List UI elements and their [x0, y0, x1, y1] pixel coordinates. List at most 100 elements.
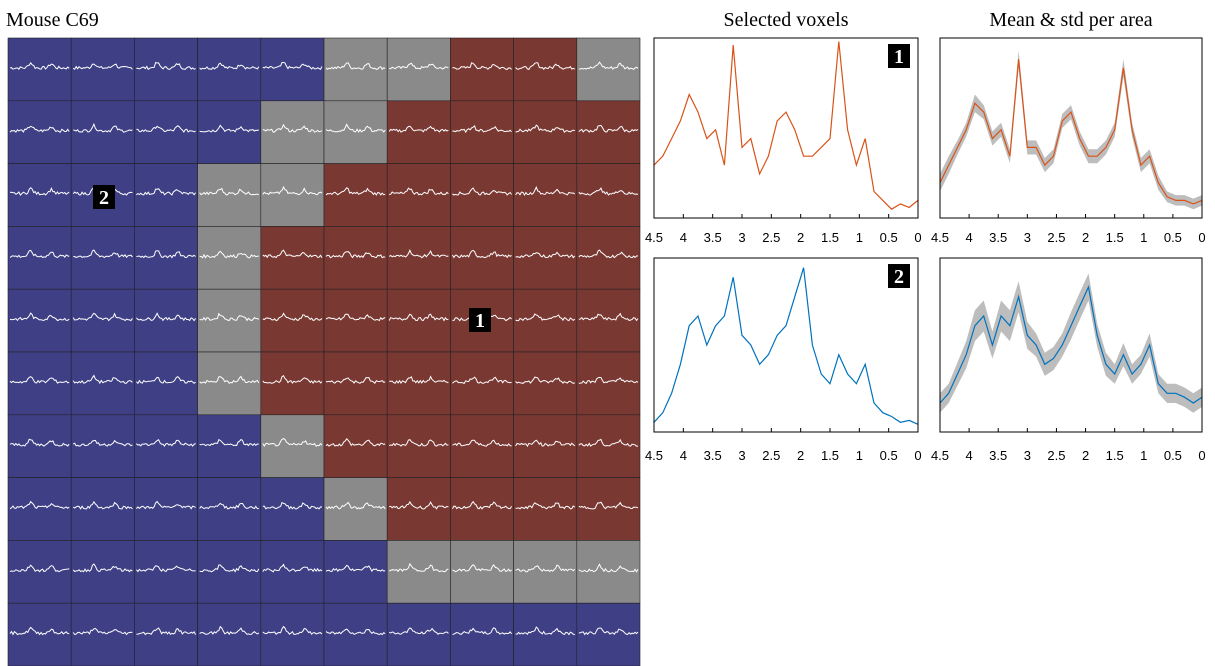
voxel-label-box: [469, 308, 491, 332]
voxel-spectrum: [262, 123, 323, 133]
voxel-spectrum: [452, 62, 512, 70]
x-tick-label: 3.5: [704, 230, 722, 245]
voxel-spectrum: [325, 123, 386, 133]
voxel-spectrum: [9, 376, 70, 384]
voxel: [134, 477, 198, 541]
voxel: [260, 540, 325, 604]
panel-title: Selected voxels: [724, 9, 849, 31]
voxel: [134, 163, 198, 227]
voxel: [134, 602, 198, 666]
voxel-spectrum: [578, 187, 639, 196]
voxel: [260, 163, 325, 227]
voxel-spectrum: [9, 62, 70, 70]
x-tick-label: 0.5: [1164, 230, 1182, 245]
voxel: [513, 37, 578, 102]
voxel: [70, 37, 135, 102]
x-tick-label: 2: [797, 448, 804, 463]
voxel-label: 2: [99, 187, 109, 209]
voxel-spectrum: [9, 186, 70, 196]
voxel-spectrum: [262, 438, 323, 447]
x-tick-label: 4: [965, 448, 972, 463]
voxel-spectrum: [199, 502, 259, 510]
x-tick-label: 1.5: [1106, 230, 1124, 245]
voxel-spectrum: [136, 250, 196, 259]
x-tick-label: 1: [1140, 230, 1147, 245]
voxel-spectrum: [72, 374, 133, 385]
x-tick-label: 3: [738, 230, 745, 245]
voxel-spectrum: [451, 249, 512, 259]
voxel-spectrum: [262, 563, 323, 573]
std-band: [940, 50, 1202, 210]
voxel: [70, 540, 135, 604]
x-tick-label: 1.5: [821, 448, 839, 463]
plot-frame: [653, 37, 919, 219]
plot-frame: [939, 257, 1203, 433]
voxel: [576, 288, 641, 353]
voxel-spectrum: [325, 628, 386, 636]
voxel: [323, 477, 388, 541]
voxel-spectrum: [578, 249, 639, 259]
x-tick-label: 4: [680, 448, 687, 463]
voxel-spectrum: [199, 124, 259, 133]
voxel: [7, 351, 72, 416]
voxel: [386, 100, 451, 164]
voxel: [260, 414, 325, 478]
voxel: [134, 37, 198, 102]
voxel-spectrum: [262, 374, 323, 384]
voxel: [70, 414, 135, 478]
voxel: [513, 602, 578, 666]
voxel: [197, 226, 262, 290]
voxel: [450, 414, 514, 478]
voxel-spectrum: [452, 187, 512, 196]
voxel-spectrum: [136, 61, 196, 71]
voxel-spectrum: [72, 627, 133, 636]
x-tick-label: 3: [738, 448, 745, 463]
panel-title: Mean & std per area: [989, 9, 1152, 31]
voxel: [386, 226, 451, 290]
voxel-spectrum: [451, 500, 513, 510]
panel-badge: 2: [894, 266, 904, 288]
voxel-spectrum: [578, 438, 638, 447]
voxel: [323, 226, 388, 290]
std-band: [940, 273, 1202, 413]
voxel-spectrum: [136, 565, 196, 573]
voxel-spectrum: [73, 122, 133, 133]
x-tick-label: 0.5: [880, 230, 898, 245]
voxel: [513, 414, 578, 478]
voxel: [386, 602, 451, 666]
x-tick-label: 3.5: [989, 230, 1007, 245]
x-tick-label: 4.5: [645, 230, 663, 245]
x-tick-label: 3.5: [989, 448, 1007, 463]
voxel-spectrum: [325, 187, 386, 196]
voxel-spectrum: [452, 564, 512, 573]
voxel: [7, 288, 72, 353]
voxel: [323, 414, 388, 478]
spectrum-line: [939, 59, 1203, 205]
voxel-spectrum: [136, 627, 197, 636]
voxel-spectrum: [325, 501, 386, 510]
voxel: [450, 540, 514, 604]
voxel-spectrum: [262, 62, 323, 70]
plot-frame: [653, 257, 919, 433]
voxel-spectrum: [515, 62, 576, 71]
voxel-spectrum: [515, 439, 576, 448]
voxel-spectrum: [325, 564, 386, 573]
figure-title: Mouse C69: [6, 9, 99, 31]
x-tick-label: 0: [1198, 230, 1205, 245]
voxel-spectrum: [578, 563, 639, 573]
voxel: [260, 100, 325, 164]
voxel-spectrum: [325, 438, 386, 447]
voxel-spectrum: [388, 125, 449, 133]
panel-badge-box: [888, 44, 910, 68]
voxel-spectrum: [578, 627, 639, 636]
voxel-spectrum: [136, 500, 196, 510]
voxel-spectrum: [72, 63, 133, 70]
voxel-spectrum: [515, 251, 576, 259]
voxel-spectrum: [199, 187, 260, 196]
voxel-spectrum: [389, 627, 449, 635]
voxel-spectrum: [262, 249, 323, 259]
voxel-spectrum: [199, 375, 260, 384]
voxel-spectrum: [515, 626, 575, 636]
voxel-spectrum: [199, 312, 260, 322]
